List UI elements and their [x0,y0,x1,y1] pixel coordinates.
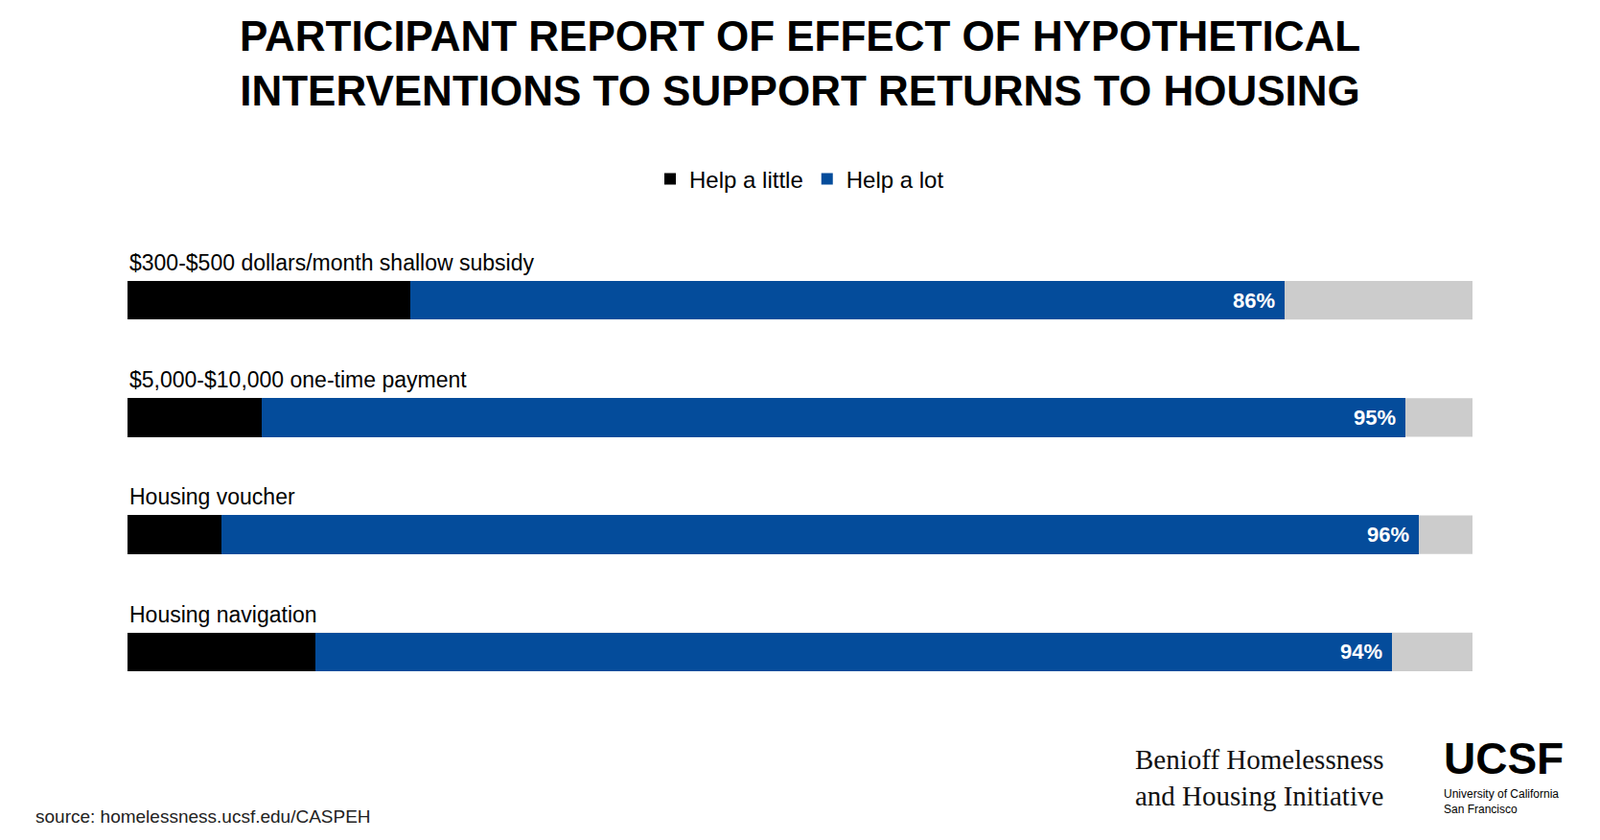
svg-text:Housing navigation: Housing navigation [129,602,318,627]
svg-text:UCSF: UCSF [1443,733,1564,784]
svg-text:PARTICIPANT REPORT OF EFFECT O: PARTICIPANT REPORT OF EFFECT OF HYPOTHET… [239,12,1361,115]
svg-text:source: homelessness.ucsf.edu/: source: homelessness.ucsf.edu/CASPEH [35,806,372,827]
svg-text:Housing voucher: Housing voucher [129,484,296,510]
svg-text:96%: 96% [1367,522,1410,547]
svg-text:95%: 95% [1353,405,1396,430]
svg-text:Benioff Homelessnessand Housin: Benioff Homelessnessand Housing Initiati… [1135,743,1385,812]
svg-text:Help a little: Help a little [689,166,804,193]
svg-text:$5,000-$10,000 one-time paymen: $5,000-$10,000 one-time payment [129,367,467,393]
svg-text:94%: 94% [1340,639,1383,664]
svg-text:$300-$500 dollars/month shallo: $300-$500 dollars/month shallow subsidy [129,250,534,276]
svg-text:86%: 86% [1232,288,1276,313]
svg-text:University of CaliforniaSan Fr: University of CaliforniaSan Francisco [1443,787,1559,816]
svg-text:Help a lot: Help a lot [846,166,945,193]
